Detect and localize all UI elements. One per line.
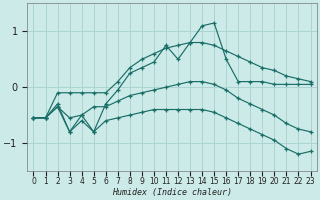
- X-axis label: Humidex (Indice chaleur): Humidex (Indice chaleur): [112, 188, 232, 197]
